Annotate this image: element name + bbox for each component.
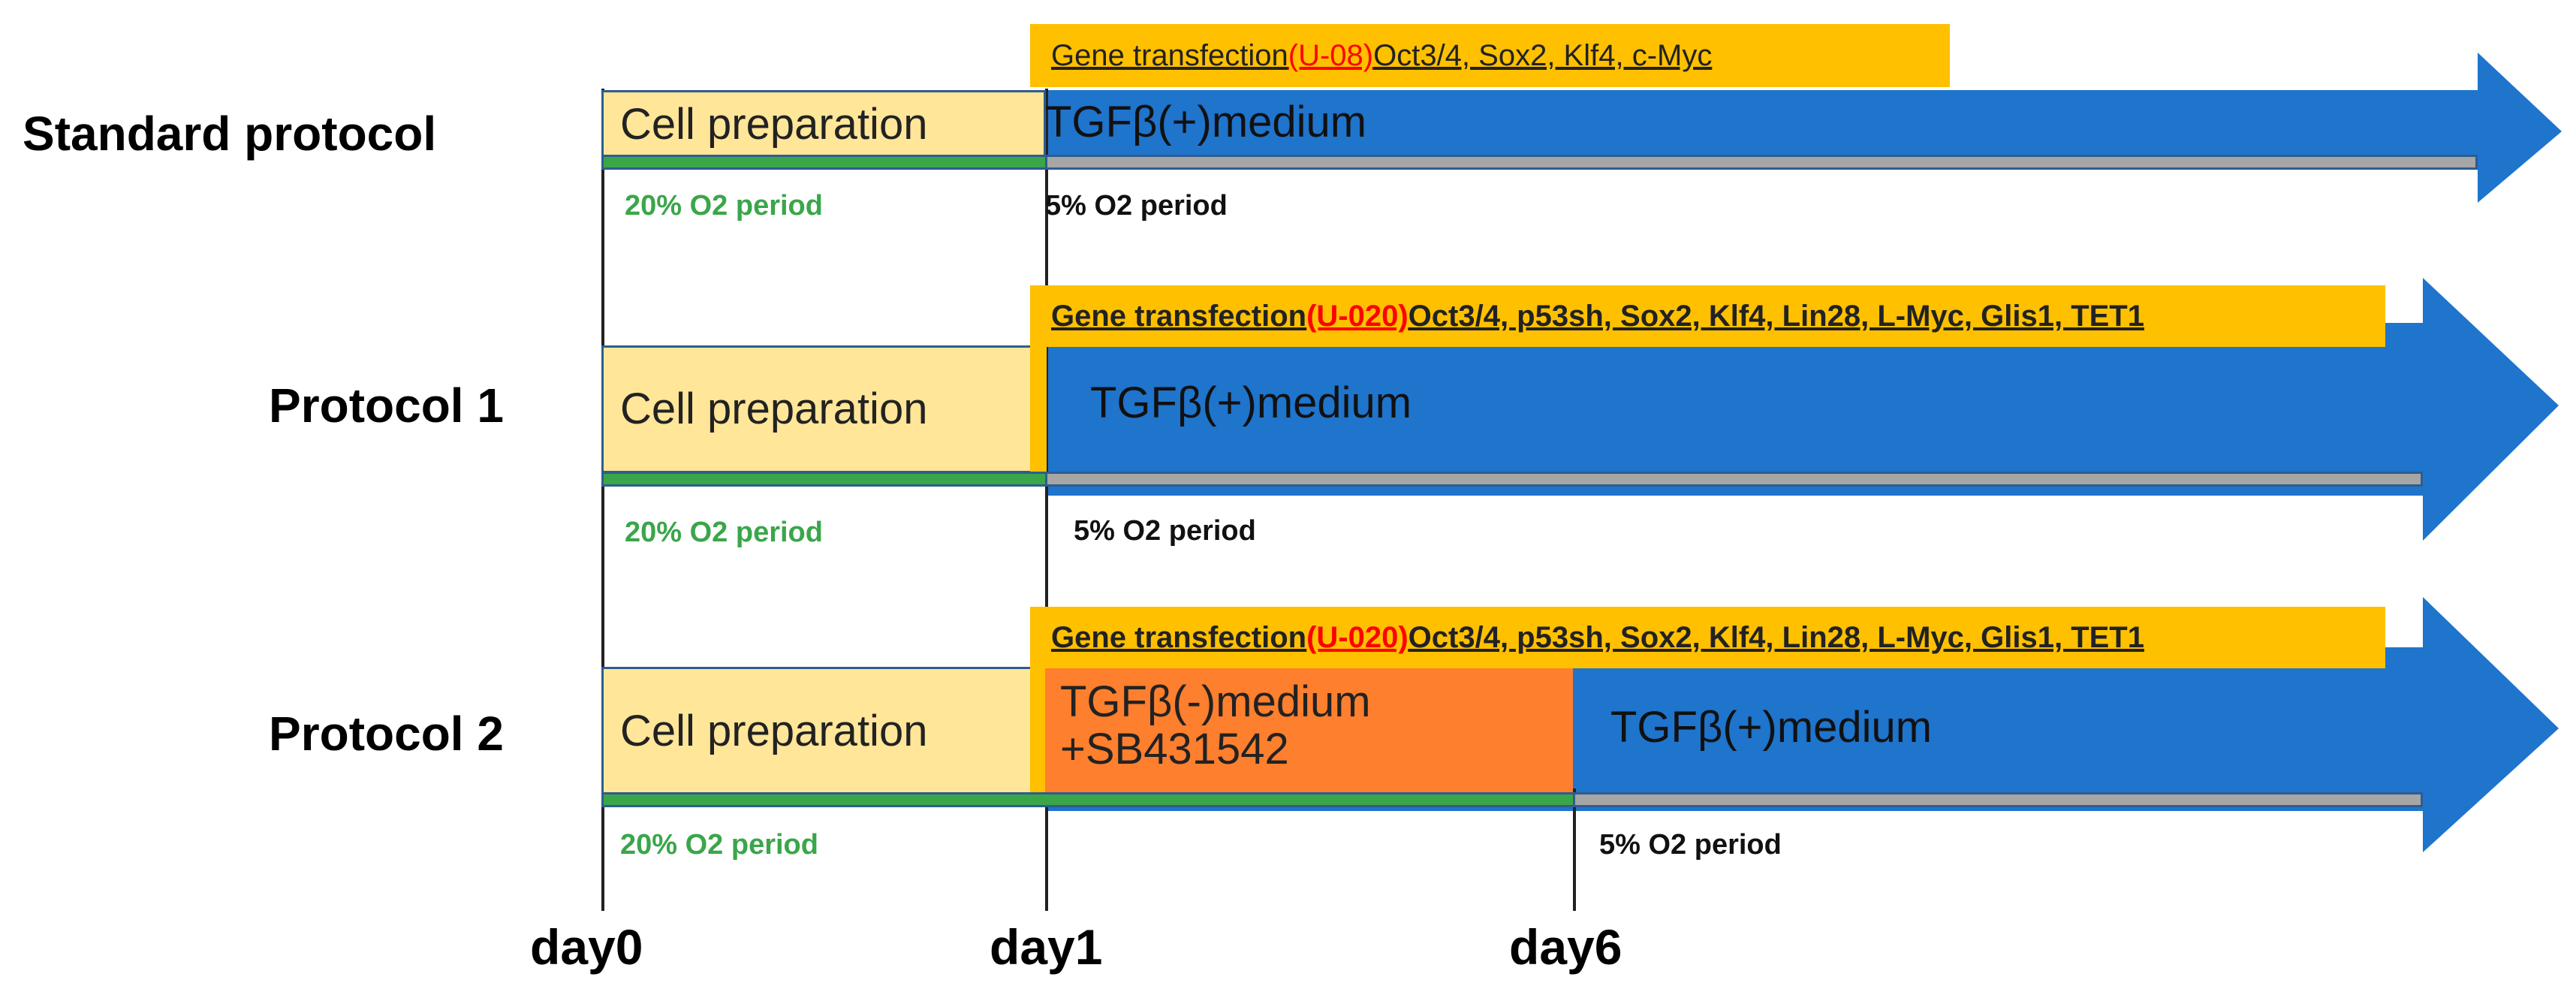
sb431542-label: +SB431542 bbox=[1060, 724, 1289, 773]
day0-line bbox=[601, 89, 604, 911]
gene-transfection-label: Gene transfection bbox=[1051, 39, 1288, 72]
gene-list: Oct3/4, p53sh, Sox2, Klf4, Lin28, L-Myc,… bbox=[1408, 621, 2144, 654]
gene-transfection-label: Gene transfection bbox=[1051, 300, 1307, 333]
row-label: Protocol 2 bbox=[269, 707, 504, 761]
o2-20-label: 20% O2 period bbox=[625, 190, 823, 222]
day-label: day6 bbox=[1509, 919, 1622, 975]
o2-5-bar bbox=[1045, 472, 2423, 487]
day-label: day0 bbox=[530, 919, 643, 975]
gene-transfection-label: Gene transfection bbox=[1051, 621, 1307, 654]
o2-20-label: 20% O2 period bbox=[620, 829, 818, 861]
day6-line bbox=[1573, 788, 1576, 911]
o2-20-label: 20% O2 period bbox=[625, 517, 823, 548]
medium-label: TGFβ(+)medium bbox=[1045, 98, 1367, 146]
gene-code: (U-020) bbox=[1306, 300, 1409, 333]
gene-box-tail bbox=[1030, 347, 1047, 473]
gene-list: Oct3/4, Sox2, Klf4, c-Myc bbox=[1373, 39, 1713, 72]
gene-transfection-box: Gene transfection (U-020) Oct3/4, p53sh, … bbox=[1030, 607, 2385, 668]
day1-line bbox=[1045, 89, 1048, 911]
gene-transfection-box: Gene transfection (U-020) Oct3/4, p53sh, … bbox=[1030, 285, 2385, 347]
cell-preparation-box: Cell preparation bbox=[601, 90, 1046, 159]
o2-20-bar bbox=[601, 792, 1575, 807]
medium-label: TGFβ(+)medium bbox=[1090, 378, 1412, 427]
tgf-minus-medium-label: TGFβ(-)medium bbox=[1060, 677, 1371, 726]
gene-code: (U-020) bbox=[1306, 621, 1409, 654]
o2-5-bar bbox=[1573, 792, 2423, 807]
o2-20-bar bbox=[601, 472, 1047, 487]
tgf-minus-medium-box: TGFβ(-)medium +SB431542 bbox=[1045, 668, 1573, 796]
o2-20-bar bbox=[601, 155, 1047, 170]
gene-list: Oct3/4, p53sh, Sox2, Klf4, Lin28, L-Myc,… bbox=[1408, 300, 2144, 333]
gene-code: (U-08) bbox=[1288, 39, 1374, 72]
cell-preparation-box: Cell preparation bbox=[601, 667, 1046, 796]
row-label: Protocol 1 bbox=[269, 378, 504, 433]
day-label: day1 bbox=[990, 919, 1103, 975]
cell-preparation-label: Cell preparation bbox=[620, 707, 928, 755]
o2-5-bar bbox=[1045, 155, 2478, 170]
cell-preparation-label: Cell preparation bbox=[620, 100, 928, 149]
row-label: Standard protocol bbox=[23, 107, 437, 161]
gene-box-tail bbox=[1030, 668, 1047, 796]
o2-5-label: 5% O2 period bbox=[1045, 190, 1228, 222]
medium-label: TGFβ(+)medium bbox=[1610, 703, 1933, 752]
gene-transfection-box: Gene transfection (U-08) Oct3/4, Sox2, Kl… bbox=[1030, 24, 1950, 87]
cell-preparation-label: Cell preparation bbox=[620, 384, 928, 433]
o2-5-label: 5% O2 period bbox=[1599, 829, 1782, 861]
cell-preparation-box: Cell preparation bbox=[601, 345, 1046, 473]
o2-5-label: 5% O2 period bbox=[1074, 515, 1256, 547]
